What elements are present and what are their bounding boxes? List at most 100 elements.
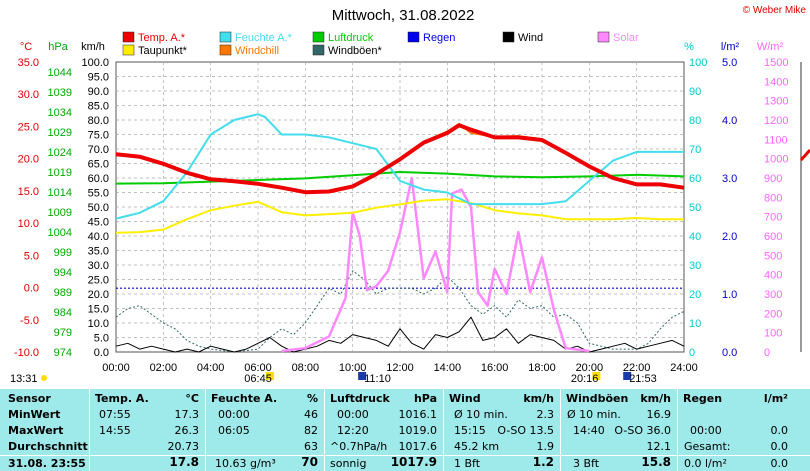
stats-pressure-trend: ^0.7hPa/h <box>330 440 388 453</box>
stats-divider <box>205 389 206 471</box>
stats-header-humidity: Feuchte A. <box>211 392 278 405</box>
tick-label-temp: 30.0 <box>18 89 39 101</box>
tick-label-pressure: 1019 <box>48 167 72 179</box>
stats-divider <box>443 389 444 471</box>
statistics-table <box>0 389 810 471</box>
tick-label-rain: 4.0 <box>722 115 737 127</box>
tick-label-wind: 95.0 <box>88 72 109 84</box>
tick-label-humidity: 100 <box>689 57 707 69</box>
stats-divider <box>324 389 325 471</box>
tick-label-rain: 3.0 <box>722 173 737 185</box>
stats-header-gusts: Windböen <box>566 392 629 405</box>
tick-label-temp: 5.0 <box>24 250 39 262</box>
x-tick-label: 02:00 <box>150 362 178 374</box>
weather-chart: Mittwoch, 31.08.2022 © Weber Mike °C hPa k… <box>10 5 810 385</box>
stats-header-gusts-unit: km/h <box>640 392 671 405</box>
stats-header-humidity-unit: % <box>306 392 318 405</box>
tick-label-pressure: 1044 <box>48 67 72 79</box>
stats-header-temp-unit: °C <box>185 392 199 405</box>
chart-title: Mittwoch, 31.08.2022 <box>332 7 475 24</box>
stats-current-gust: 15.8 <box>641 455 671 469</box>
tick-label-pressure: 989 <box>54 287 72 299</box>
tick-label-solar: 600 <box>764 231 782 243</box>
tick-label-humidity: 40 <box>689 231 701 243</box>
tick-label-humidity: 10 <box>689 318 701 330</box>
stats-current-wind: 1.2 <box>532 455 554 469</box>
stats-max-temp-time: 14:55 <box>99 424 131 437</box>
tick-label-temp: 15.0 <box>18 186 39 198</box>
axis-unit-rain: l/m² <box>721 41 740 53</box>
extra-axis-trace <box>799 148 810 162</box>
x-tick-label: 04:00 <box>197 362 225 374</box>
tick-label-solar: 300 <box>764 289 782 301</box>
tick-label-humidity: 20 <box>689 289 701 301</box>
axis-unit-wind: km/h <box>81 41 105 53</box>
series-line-windb-en- <box>115 270 685 353</box>
legend: Temp. A.* Feuchte A.* Luftdruck Regen Wind So… <box>122 31 639 57</box>
legend-label: Feuchte A.* <box>235 32 293 44</box>
stats-min-gust-period: Ø 10 min. <box>567 408 621 421</box>
grid <box>115 61 685 353</box>
stats-min-temp-value: 17.3 <box>174 408 200 421</box>
tick-label-wind: 70.0 <box>88 144 109 156</box>
tick-label-humidity: 90 <box>689 86 701 98</box>
tick-label-solar: 0 <box>764 347 770 359</box>
stats-current-humidity: 70 <box>301 455 318 469</box>
tick-label-pressure: 974 <box>54 347 72 359</box>
tick-label-solar: 500 <box>764 250 782 262</box>
sun-icon <box>41 375 47 381</box>
tick-label-pressure: 994 <box>54 267 72 279</box>
x-tick-label: 24:00 <box>670 362 698 374</box>
marker-time: 11:10 <box>364 373 391 385</box>
legend-swatch <box>219 44 232 56</box>
x-tick-label: 06:00 <box>244 362 272 374</box>
stats-current-rain-rate: 0.0 l/m² <box>684 457 727 470</box>
tick-label-wind: 65.0 <box>88 159 109 171</box>
tick-label-solar: 1000 <box>764 154 788 166</box>
stats-wind-distance: 45.2 km <box>454 440 500 453</box>
tick-label-wind: 75.0 <box>88 130 109 142</box>
legend-label: Temp. A.* <box>138 32 186 44</box>
stats-max-wind-time: 15:15 <box>454 424 486 437</box>
tick-label-pressure: 979 <box>54 327 72 339</box>
tick-label-pressure: 1029 <box>48 127 72 139</box>
stats-min-humidity-time: 00:00 <box>218 408 250 421</box>
marker-icon <box>592 372 601 380</box>
stats-max-gust-time: 14:40 <box>573 424 605 437</box>
tick-label-wind: 0.0 <box>94 347 109 359</box>
tick-label-pressure: 999 <box>54 247 72 259</box>
stats-max-humidity-value: 82 <box>304 424 318 437</box>
tick-label-wind: 45.0 <box>88 217 109 229</box>
stats-max-wind-value: O-SO 13.5 <box>497 424 554 437</box>
copyright-watermark: © Weber Mike <box>743 5 807 16</box>
stats-current-gust-bft: 3 Bft <box>573 457 600 470</box>
axis-unit-solar: W/m² <box>757 41 784 53</box>
stats-avg-humidity-value: 63 <box>304 440 318 453</box>
stats-header-temp: Temp. A. <box>95 392 149 405</box>
tick-label-wind: 20.0 <box>88 289 109 301</box>
moon-time: 13:31 <box>10 373 38 385</box>
stats-max-rain-time: 00:00 <box>690 424 722 437</box>
tick-label-wind: 100.0 <box>81 57 109 69</box>
marker-icon <box>265 372 274 380</box>
stats-min-temp-time: 07:55 <box>99 408 131 421</box>
legend-swatch <box>407 31 420 43</box>
tick-label-rain: 1.0 <box>722 289 737 301</box>
stats-avg-gust-value: 12.1 <box>646 440 672 453</box>
tick-label-pressure: 1024 <box>48 147 72 159</box>
stats-min-wind-period: Ø 10 min. <box>454 408 508 421</box>
x-tick-label: 10:00 <box>339 362 367 374</box>
stats-header-sensor: Sensor <box>8 392 51 405</box>
x-tick-label: 14:00 <box>434 362 462 374</box>
stats-header-rain-unit: l/m² <box>763 392 788 405</box>
axis-unit-humidity: % <box>684 41 694 53</box>
tick-label-solar: 1500 <box>764 57 788 69</box>
tick-label-wind: 55.0 <box>88 188 109 200</box>
axis-unit-pressure: hPa <box>48 41 68 53</box>
stats-max-temp-value: 26.3 <box>174 424 200 437</box>
tick-label-humidity: 50 <box>689 202 701 214</box>
legend-swatch <box>122 44 135 56</box>
series-line-temp-a- <box>115 123 685 195</box>
stats-divider <box>677 389 678 471</box>
stats-max-humidity-time: 06:05 <box>218 424 250 437</box>
